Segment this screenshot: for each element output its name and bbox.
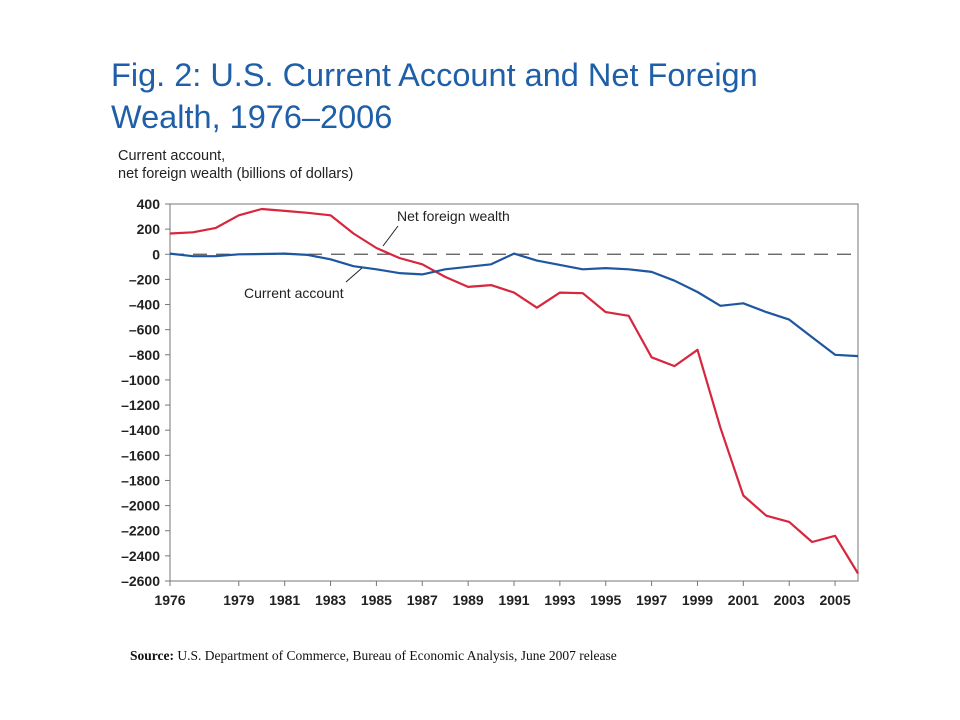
y-tick-label: –1800	[121, 472, 160, 488]
x-tick-label: 1976	[154, 592, 185, 608]
x-tick-label: 1995	[590, 592, 621, 608]
y-axis-label-line-1: Current account,	[118, 148, 226, 164]
y-tick-label: –1600	[121, 447, 160, 463]
x-tick-label: 1993	[544, 592, 575, 608]
y-tick-label: –1400	[121, 422, 160, 438]
x-tick-label: 2003	[774, 592, 805, 608]
y-axis-label: Current account, net foreign wealth (bil…	[118, 147, 353, 183]
y-tick-label: –400	[129, 297, 160, 313]
net-foreign-wealth-line	[169, 207, 859, 575]
source-text: U.S. Department of Commerce, Bureau of E…	[177, 648, 617, 663]
net-foreign-wealth-pointer	[382, 225, 399, 247]
x-tick-label: 1979	[223, 592, 254, 608]
current-account-label: Current account	[244, 285, 344, 301]
annotations: Net foreign wealth Current account	[244, 208, 510, 301]
y-axis-label-line-2: net foreign wealth (billions of dollars)	[118, 166, 354, 182]
y-tick-label: 200	[137, 221, 161, 237]
y-axis: 400 200 0 –200 –400 –600 –800 –1000 –1200 –1400 –1…	[121, 196, 170, 589]
current-account-line	[169, 252, 859, 358]
current-account-pointer	[345, 267, 363, 283]
x-tick-label: 1983	[315, 592, 346, 608]
x-tick-label: 1987	[407, 592, 438, 608]
y-tick-label: –800	[129, 347, 160, 363]
source-label: Source:	[130, 648, 174, 663]
x-tick-label: 1997	[636, 592, 667, 608]
y-tick-label: –2600	[121, 573, 160, 589]
x-tick-label: 1981	[269, 592, 300, 608]
y-tick-label: –2000	[121, 498, 160, 514]
y-tick-label: –1200	[121, 397, 160, 413]
x-tick-label: 1985	[361, 592, 392, 608]
y-tick-label: 0	[152, 246, 160, 262]
x-tick-label: 1989	[453, 592, 484, 608]
net-foreign-wealth-label: Net foreign wealth	[397, 208, 510, 224]
title-line-2: Wealth, 1976–2006	[111, 99, 393, 135]
y-tick-label: –2200	[121, 523, 160, 539]
x-tick-label: 2001	[728, 592, 759, 608]
y-tick-label: –600	[129, 322, 160, 338]
y-tick-label: –2400	[121, 548, 160, 564]
x-tick-label: 2005	[819, 592, 850, 608]
series-group	[169, 207, 859, 575]
chart-title: Fig. 2: U.S. Current Account and Net For…	[111, 54, 911, 138]
plot-frame	[169, 203, 859, 582]
x-tick-label: 1999	[682, 592, 713, 608]
y-tick-label: 400	[137, 196, 161, 212]
y-tick-label: –1000	[121, 372, 160, 388]
x-axis: 1976 1979 1981 1983 1985 1987 1989 1991 1993 1995…	[154, 581, 851, 608]
y-tick-label: –200	[129, 271, 160, 287]
source-note: Source: U.S. Department of Commerce, Bur…	[130, 648, 617, 664]
x-tick-label: 1991	[498, 592, 529, 608]
title-line-1: Fig. 2: U.S. Current Account and Net For…	[111, 57, 758, 93]
